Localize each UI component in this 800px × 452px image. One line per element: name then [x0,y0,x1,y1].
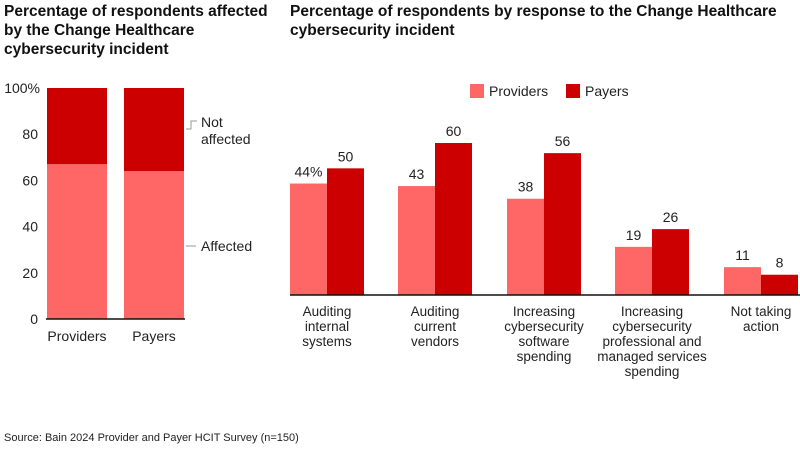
bar-not-affected [124,88,184,172]
bar-providers [724,267,761,295]
x-tick-label: Increasing [513,304,575,319]
x-tick-label: Payers [132,328,176,344]
not-affected-leader-line [186,120,197,130]
x-tick-label: Increasing [621,304,683,319]
x-tick-label: Auditing [303,304,352,319]
bar-affected [47,164,107,319]
left-chart-title: Percentage of respondents affected by th… [4,3,268,58]
data-label: 56 [555,133,571,149]
bar-affected [124,171,184,319]
data-label: 44% [294,164,322,180]
data-label: 38 [518,179,534,195]
legend-providers-swatch [470,84,484,98]
x-tick-label: cybersecurity [612,319,692,334]
y-tick-label: 100% [4,80,40,96]
y-tick-label: 20 [22,265,38,281]
y-tick-label: 60 [22,172,38,188]
bar-payers [435,143,472,295]
y-tick-label: 40 [22,219,38,235]
legend-payers-swatch [566,84,580,98]
data-label: 19 [626,227,642,243]
right-chart-title: Percentage of respondents by response to… [290,3,777,39]
bar-payers [327,168,364,295]
bar-providers [290,183,327,295]
source-note: Source: Bain 2024 Provider and Payer HCI… [4,432,299,444]
legend-payers: Payers [585,83,629,99]
y-tick-label: 0 [30,311,38,327]
bar-payers [652,229,689,295]
data-label: 43 [409,166,425,182]
x-tick-label: managed services [597,349,707,364]
bar-payers [544,153,581,295]
data-label: 50 [338,148,354,164]
x-tick-label: spending [625,364,680,379]
x-tick-label: cybersecurity [504,319,584,334]
x-tick-label: current [414,319,456,334]
data-label: 11 [735,247,750,263]
x-tick-label: Not taking [731,304,792,319]
x-tick-label: Providers [47,328,106,344]
x-tick-label: vendors [411,334,459,349]
bar-providers [398,186,435,295]
bar-not-affected [47,88,107,165]
bar-providers [615,246,652,295]
y-tick-label: 80 [22,126,38,142]
legend-providers: Providers [489,83,548,99]
x-tick-label: software [518,334,569,349]
x-tick-label: professional and [602,334,701,349]
data-label: 60 [446,123,462,139]
legend-affected: Affected [201,238,252,254]
data-label: 8 [776,255,784,271]
x-tick-label: systems [302,334,352,349]
x-tick-label: Auditing [411,304,460,319]
x-tick-label: internal [305,319,349,334]
x-tick-label: action [743,319,779,334]
legend-not-affected: affected [201,131,251,147]
bar-payers [761,274,798,295]
x-tick-label: spending [517,349,572,364]
data-label: 26 [663,209,679,225]
bar-providers [507,198,544,295]
legend-not-affected: Not [201,114,223,130]
